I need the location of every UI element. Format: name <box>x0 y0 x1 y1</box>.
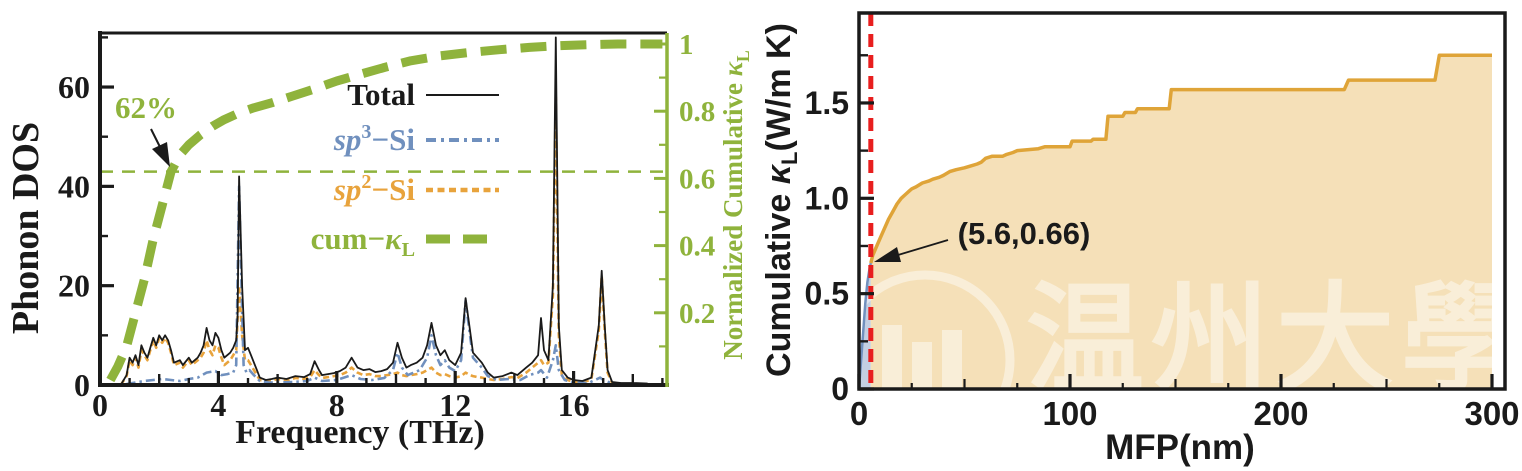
legend-label-total: Total <box>347 77 415 112</box>
watermark-char: 大 <box>1276 274 1394 406</box>
plot-frame <box>857 11 1507 391</box>
y-tick-label: 0.5 <box>805 276 849 312</box>
right-chart-y-axis-title: Cumulative κL(W/m K) <box>760 23 802 377</box>
mfp-point-annotation: (5.6,0.66) <box>958 216 1091 251</box>
series-cum <box>106 39 663 383</box>
annotation-arrow-mfp <box>874 239 949 262</box>
x-tick-label: 100 <box>1042 395 1097 432</box>
x-tick-label: 4 <box>210 387 226 423</box>
x-tick-label: 300 <box>1464 395 1519 432</box>
y-tick-label: 1.0 <box>805 180 849 216</box>
right-axis-tick-label: 0.2 <box>679 298 715 330</box>
watermark-seal-bar <box>912 342 932 389</box>
right-axis-title: Normalized Cumulative κL <box>718 50 753 359</box>
y-tick-label: 0 <box>74 367 90 403</box>
cumulative-kl-chart: 温州大學0 100 200 30000.51.01.5Cumulative κL(W/… <box>760 11 1520 467</box>
left-x-axis-title: Frequency (THz) <box>235 414 485 451</box>
legend-label-cum: cum−κL <box>311 221 415 261</box>
watermark-char: 學 <box>1401 274 1519 406</box>
phonon-dos-panel: 0 4 8 12 16 0 20 40 60 0.2 0.4 0.6 0.8 1 Normalized Cu… <box>0 0 760 471</box>
series-cumulative-kl <box>869 53 1492 264</box>
right-axis-tick-label: 0.4 <box>679 231 715 263</box>
watermark-seal-bar <box>882 325 902 389</box>
cumulative-62pct-label: 62% <box>115 90 177 125</box>
legend: Total sp3−Si sp2−Si cum−κL <box>311 77 499 261</box>
right-x-axis-title: MFP(nm) <box>1105 428 1255 467</box>
legend-label-sp2: sp2−Si <box>333 171 416 207</box>
y-tick-label: 1.5 <box>805 85 849 121</box>
y-tick-label: 40 <box>58 168 90 204</box>
y-tick-label: 0 <box>831 371 849 407</box>
x-tick-label: 8 <box>329 387 345 423</box>
watermark-char: 温 <box>1026 274 1144 406</box>
left-y-axis-title: Phonon DOS <box>5 122 47 334</box>
cumulative-area-fill <box>870 55 1492 389</box>
watermark: 温州大學 <box>859 270 1519 406</box>
watermark-seal-bar <box>942 330 962 389</box>
dos-series-group <box>106 36 663 385</box>
right-axis-tick-label: 0.6 <box>679 163 715 195</box>
right-axis-tick-label: 1 <box>679 29 694 61</box>
watermark-char: 州 <box>1151 274 1269 406</box>
annotation-arrow-62pct <box>150 128 170 167</box>
series-sp2 <box>119 95 648 385</box>
x-tick-label: 200 <box>1253 395 1308 432</box>
series-total <box>119 36 648 385</box>
x-tick-label: 0 <box>850 395 868 432</box>
x-tick-label: 0 <box>92 387 108 423</box>
phonon-dos-chart: 0 4 8 12 16 0 20 40 60 0.2 0.4 0.6 0.8 1 Normalized Cu… <box>5 29 753 451</box>
legend-label-sp3: sp3−Si <box>333 121 416 157</box>
y-tick-label: 60 <box>58 69 90 105</box>
right-axis-tick-label: 0.8 <box>679 96 715 128</box>
cumulative-kl-panel: 温州大學 0 100 200 300 0 0.5 1.0 1.5 Cumulative κL(W/… <box>760 0 1522 471</box>
watermark-seal-ring <box>859 270 1015 389</box>
x-tick-label: 16 <box>558 387 590 423</box>
mfp-plot-area: 温州大學 <box>859 53 1519 406</box>
series-sp3 <box>126 185 633 385</box>
x-tick-label: 12 <box>439 387 471 423</box>
y-tick-label: 20 <box>58 268 90 304</box>
